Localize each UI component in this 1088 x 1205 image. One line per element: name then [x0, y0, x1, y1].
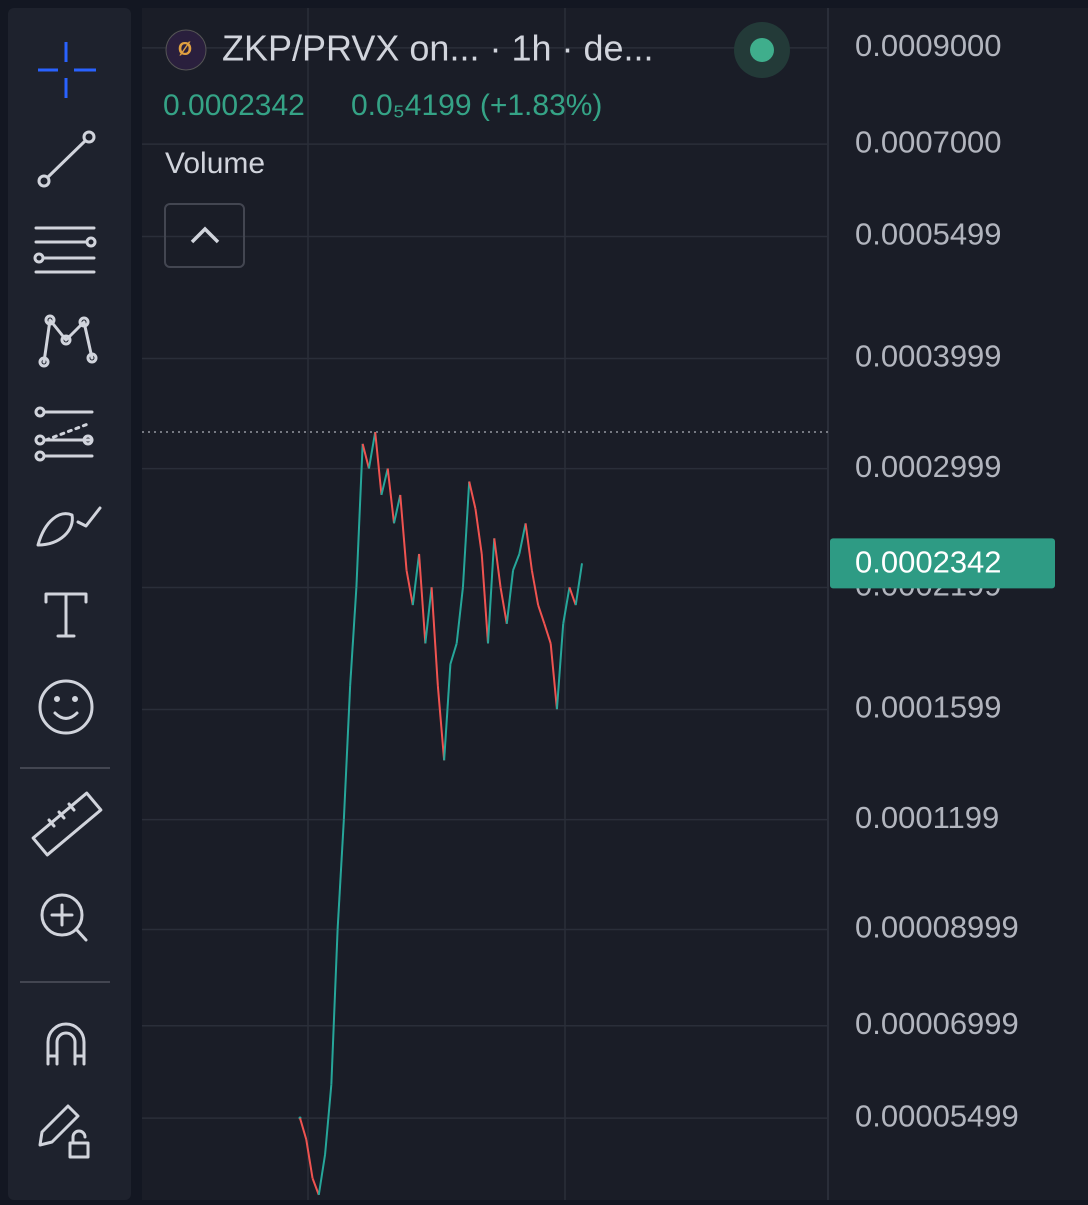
symbol-title[interactable]: ZKP/PRVX on... · 1h · de... [222, 28, 654, 69]
y-tick-label: 0.00005499 [855, 1098, 1019, 1133]
y-tick-label: 0.0001199 [855, 800, 999, 835]
fib-tool[interactable] [33, 226, 97, 274]
price-segment [455, 587, 464, 644]
price-segment [399, 494, 408, 571]
collapse-button[interactable] [164, 203, 245, 268]
price-segment [468, 481, 477, 510]
text-tool[interactable] [44, 592, 88, 638]
y-tick-label: 0.00006999 [855, 1006, 1019, 1041]
emoji-tool[interactable] [38, 679, 94, 735]
price-segment [324, 1084, 333, 1155]
price-segment [424, 587, 433, 644]
collapse-icon [190, 226, 220, 244]
price-segment [367, 431, 377, 469]
price-segment [474, 508, 483, 555]
price-segment [549, 643, 558, 710]
price-segment [361, 443, 370, 469]
price-segment [330, 929, 339, 1085]
lock-drawings-tool[interactable] [38, 1104, 90, 1159]
price-segment [311, 1177, 320, 1196]
price-segment [574, 563, 583, 606]
price-segment [430, 587, 439, 687]
brush-tool[interactable] [36, 506, 102, 547]
price-segment [487, 538, 496, 644]
last-price-tag-label: 0.0002342 [855, 545, 1002, 580]
price-segment [342, 685, 352, 820]
price-segment [530, 570, 540, 606]
y-tick-label: 0.0001599 [855, 690, 1002, 725]
token-logo [165, 29, 207, 71]
ruler-tool[interactable] [31, 791, 103, 857]
y-tick-label: 0.0009000 [855, 28, 1002, 63]
y-tick-label: 0.0002999 [855, 449, 1002, 484]
y-tick-label: 0.00008999 [855, 910, 1019, 945]
price-segment [405, 570, 414, 606]
chart-panel [142, 8, 1088, 1200]
price-segment [355, 443, 364, 588]
price-segment [418, 553, 427, 644]
price-segment [436, 685, 446, 761]
price-segment [336, 819, 345, 930]
price-change: 0.0₅4199 (+1.83%) [351, 89, 602, 122]
price-segment [443, 664, 452, 761]
y-tick-label: 0.0005499 [855, 217, 1002, 252]
price-segment [374, 431, 383, 496]
last-price-tag [830, 538, 1055, 589]
price-segment [393, 494, 402, 524]
price-segment [512, 553, 521, 571]
token-logo-mark: Ø [178, 39, 192, 59]
plot [142, 47, 828, 1196]
prediction-tool[interactable] [34, 406, 94, 462]
price-segment [524, 523, 533, 571]
price-segment [317, 1154, 327, 1196]
price-segment [555, 623, 565, 710]
price-segment [380, 468, 389, 496]
crosshair-tool[interactable] [38, 42, 96, 98]
price-segment [568, 586, 577, 606]
trendline-tool[interactable] [37, 130, 96, 188]
price-segment [299, 1117, 308, 1140]
price-segment [543, 623, 552, 644]
price-segment [562, 587, 571, 624]
magnet-tool[interactable] [46, 1022, 86, 1066]
toolbar [8, 8, 131, 1200]
price-segment [518, 523, 527, 555]
price-segment [411, 553, 421, 606]
price-segment [305, 1139, 314, 1179]
zoom-tool[interactable] [40, 893, 88, 942]
price-segment [537, 604, 546, 625]
price-segment [449, 643, 458, 665]
price-segment [461, 481, 471, 588]
price-segment [386, 468, 395, 524]
price-segment [505, 570, 515, 624]
price-segment [480, 553, 489, 644]
indicator-label: Volume [165, 147, 265, 180]
y-tick-label: 0.0007000 [855, 124, 1002, 159]
y-tick-label: 0.0003999 [855, 339, 1002, 374]
status-dot [750, 38, 774, 62]
price-segment [493, 538, 502, 588]
pattern-tool[interactable] [38, 314, 98, 368]
price-segment [349, 587, 358, 687]
last-price: 0.0002342 [163, 89, 305, 122]
price-segment [499, 587, 508, 624]
